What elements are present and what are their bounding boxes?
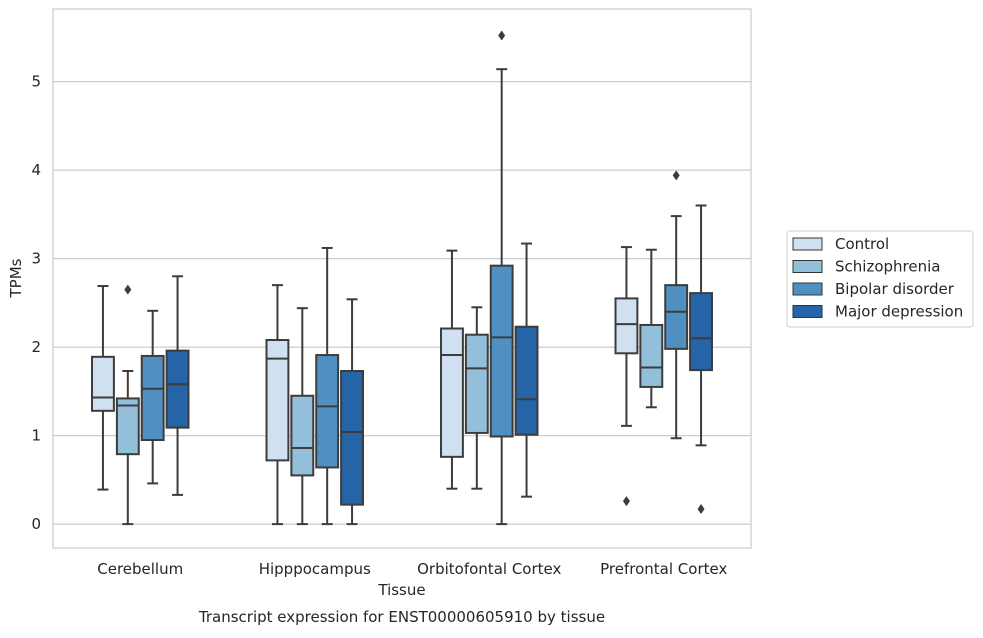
plot-frame	[52, 8, 752, 549]
box-iqr	[165, 349, 190, 429]
box-iqr	[265, 339, 290, 462]
box-major-depression	[689, 204, 713, 515]
box-iqr	[340, 369, 364, 506]
legend-label: Schizophrenia	[835, 258, 940, 276]
y-tick-label: 2	[31, 338, 41, 356]
box-iqr	[489, 264, 514, 438]
box-bipolar-disorder	[140, 309, 165, 485]
box-iqr	[464, 333, 489, 434]
box-schizophrenia	[464, 306, 489, 490]
box-iqr	[140, 354, 165, 442]
legend-label: Major depression	[835, 303, 963, 321]
box-iqr	[664, 284, 689, 350]
outlier-point	[622, 496, 630, 507]
outlier-point	[498, 30, 506, 41]
box-iqr	[440, 327, 464, 458]
x-tick-label: Cerebellum	[97, 560, 183, 578]
legend-swatch	[792, 282, 823, 296]
box-major-depression	[165, 275, 190, 496]
box-iqr	[91, 355, 115, 412]
box-iqr	[514, 325, 539, 436]
legend-swatch	[792, 237, 823, 251]
y-tick-label: 1	[31, 427, 41, 445]
y-tick-label: 5	[31, 73, 41, 91]
box-bipolar-disorder	[489, 30, 514, 526]
box-bipolar-disorder	[315, 246, 340, 526]
x-tick-label: Hipppocampus	[259, 560, 371, 578]
legend-swatch	[792, 260, 823, 273]
legend-label: Bipolar disorder	[835, 280, 955, 298]
outlier-point	[124, 284, 132, 295]
x-tick-label: Prefrontal Cortex	[600, 560, 727, 578]
box-control	[440, 249, 464, 490]
box-major-depression	[514, 242, 539, 498]
box-iqr	[315, 354, 340, 469]
box-control	[614, 246, 639, 507]
box-iqr	[689, 292, 713, 372]
box-control	[91, 285, 115, 491]
chart-caption: Transcript expression for ENST0000060591…	[198, 608, 605, 626]
y-axis-label: TPMs	[7, 258, 25, 298]
x-axis-label: Tissue	[377, 581, 425, 599]
box-control	[265, 284, 290, 526]
box-iqr	[639, 323, 664, 388]
box-major-depression	[340, 298, 364, 526]
legend-frame	[786, 230, 974, 328]
legend-label: Control	[835, 235, 889, 253]
outlier-point	[672, 170, 680, 181]
box-iqr	[115, 397, 140, 456]
y-tick-label: 4	[31, 161, 41, 179]
legend: Control Schizophrenia Bipolar disorder Majo…	[786, 230, 974, 328]
outlier-point	[697, 504, 705, 515]
box-iqr	[290, 394, 315, 477]
box-schizophrenia	[639, 248, 664, 409]
y-tick-label: 3	[31, 250, 41, 268]
x-tick-label: Orbitofontal Cortex	[417, 560, 561, 578]
box-bipolar-disorder	[664, 170, 689, 440]
box-iqr	[614, 297, 639, 355]
y-tick-label: 0	[31, 515, 41, 533]
box-schizophrenia	[115, 284, 140, 526]
box-schizophrenia	[290, 307, 315, 526]
legend-swatch	[792, 305, 823, 318]
